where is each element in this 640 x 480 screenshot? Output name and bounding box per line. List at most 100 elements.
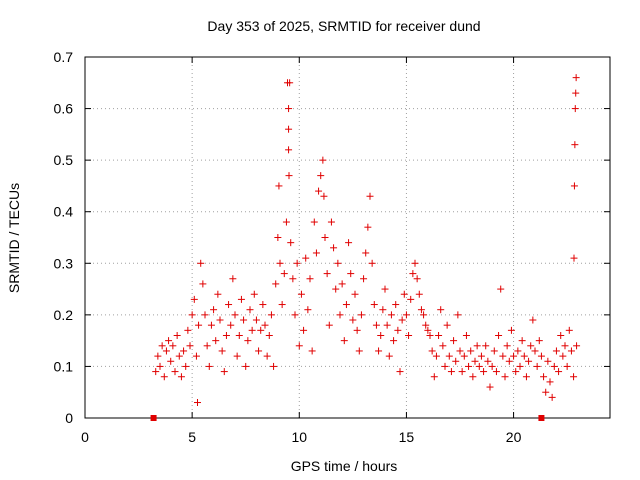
data-point <box>573 342 581 350</box>
data-point <box>572 74 580 82</box>
x-tick-label: 0 <box>81 429 89 445</box>
data-point <box>289 275 297 283</box>
data-point <box>435 331 443 339</box>
chart-title: Day 353 of 2025, SRMTID for receiver dun… <box>207 18 480 34</box>
data-point <box>490 347 498 355</box>
data-point <box>398 316 406 324</box>
data-point <box>570 373 578 381</box>
data-point <box>351 290 359 298</box>
data-point <box>175 352 183 360</box>
data-point <box>160 373 168 381</box>
data-point <box>320 192 328 200</box>
data-point <box>529 316 537 324</box>
data-point <box>407 295 415 303</box>
data-point <box>383 321 391 329</box>
data-point <box>375 347 383 355</box>
data-point <box>392 301 400 309</box>
data-point <box>180 347 188 355</box>
data-point <box>469 373 477 381</box>
data-point <box>480 368 488 376</box>
data-point <box>169 342 177 350</box>
data-point <box>450 337 458 345</box>
data-point <box>192 352 200 360</box>
data-point <box>499 352 507 360</box>
data-point <box>533 362 541 370</box>
data-point <box>308 347 316 355</box>
data-point <box>439 342 447 350</box>
data-point <box>285 105 293 113</box>
data-point <box>250 290 258 298</box>
data-point <box>257 326 265 334</box>
data-point <box>447 368 455 376</box>
data-point <box>162 347 170 355</box>
data-point <box>570 254 578 262</box>
data-point <box>441 362 449 370</box>
data-point <box>377 331 385 339</box>
data-point <box>259 301 267 309</box>
data-point <box>229 275 237 283</box>
data-point <box>424 326 432 334</box>
data-point <box>237 295 245 303</box>
data-point <box>516 362 524 370</box>
data-point <box>559 352 567 360</box>
data-point <box>332 285 340 293</box>
data-point <box>357 311 365 319</box>
data-point <box>231 311 239 319</box>
grid-layer <box>85 57 610 418</box>
data-point <box>501 373 509 381</box>
data-point <box>195 321 203 329</box>
data-point <box>471 357 479 365</box>
data-point <box>334 259 342 267</box>
data-point <box>505 357 513 365</box>
data-point <box>563 362 571 370</box>
data-point <box>437 306 445 314</box>
y-tick-label: 0.5 <box>54 152 74 168</box>
data-point <box>242 362 250 370</box>
data-point <box>280 270 288 278</box>
data-point <box>353 326 361 334</box>
data-point <box>252 316 260 324</box>
data-point <box>565 326 573 334</box>
data-point <box>199 280 207 288</box>
data-point <box>173 331 181 339</box>
data-point <box>270 362 278 370</box>
data-point <box>482 342 490 350</box>
data-point <box>207 321 215 329</box>
data-point <box>218 347 226 355</box>
data-point <box>336 311 344 319</box>
data-point <box>330 244 338 252</box>
y-tick-label: 0.6 <box>54 101 74 117</box>
data-point <box>379 306 387 314</box>
data-point <box>222 331 230 339</box>
data-point <box>327 218 335 226</box>
data-point <box>246 306 254 314</box>
data-point <box>486 383 494 391</box>
data-point <box>426 331 434 339</box>
data-point <box>417 306 425 314</box>
data-point <box>394 326 402 334</box>
data-point <box>428 347 436 355</box>
data-point <box>555 368 563 376</box>
data-point <box>274 234 282 241</box>
data-point <box>182 362 190 370</box>
baseline-marker <box>150 415 157 421</box>
data-point <box>475 362 483 370</box>
x-tick-label: 5 <box>188 429 196 445</box>
data-point <box>473 342 481 350</box>
data-point <box>349 316 357 324</box>
ticks-layer: 0 0.1 0.2 0.3 0.4 0.5 0.6 0.7 0 5 10 15 20 <box>54 49 610 445</box>
data-point <box>156 362 164 370</box>
plot-frame <box>84 56 611 419</box>
data-point <box>456 347 464 355</box>
data-point <box>227 321 235 329</box>
data-point <box>287 239 295 247</box>
data-point <box>452 357 460 365</box>
data-point <box>514 347 522 355</box>
data-point <box>152 368 160 376</box>
data-point <box>510 352 518 360</box>
baseline-markers <box>150 415 545 421</box>
data-point <box>372 321 380 329</box>
data-point <box>525 357 533 365</box>
data-point <box>409 270 417 278</box>
y-tick-label: 0 <box>65 410 73 426</box>
